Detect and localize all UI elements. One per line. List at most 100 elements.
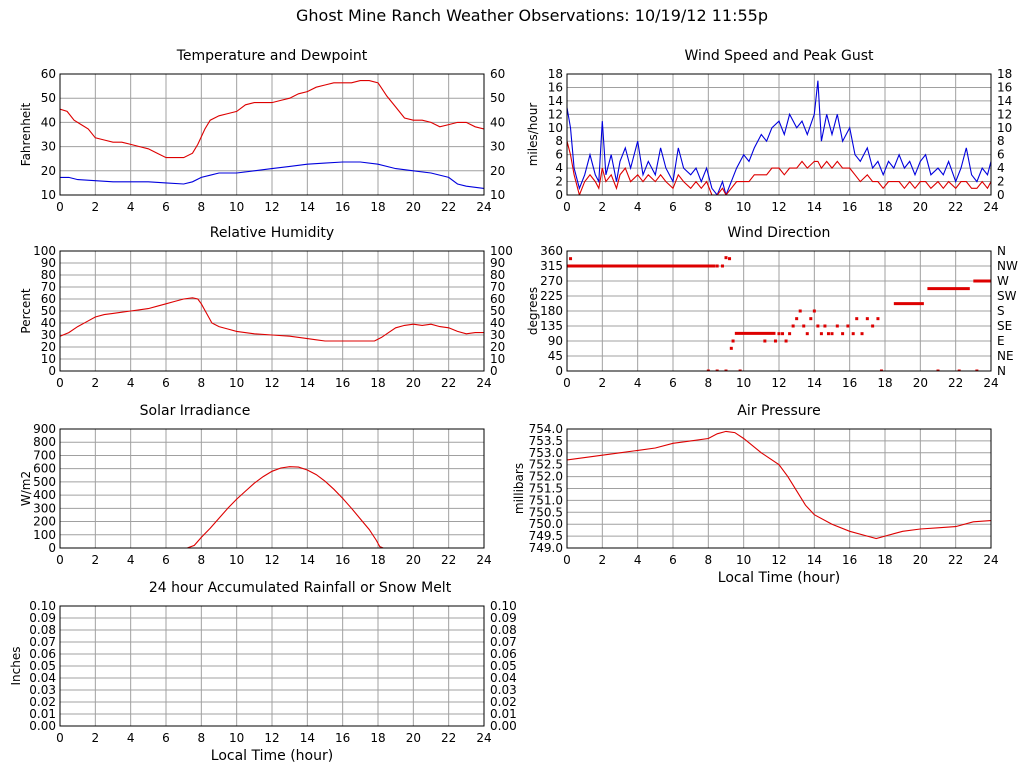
- y-tick-label: 0.07: [29, 635, 56, 649]
- y-tick-label: 360: [540, 244, 563, 258]
- x-tick-label: 10: [736, 376, 751, 390]
- x-tick-label: 16: [335, 200, 350, 214]
- direction-point: [851, 332, 855, 336]
- x-tick-label: 14: [807, 200, 822, 214]
- y-tick-label: 0.04: [29, 671, 56, 685]
- y-axis-label: Fahrenheit: [19, 102, 33, 166]
- y-tick-label-right: 20: [490, 164, 505, 178]
- x-tick-label: 4: [634, 553, 642, 567]
- y-axis-label: W/m2: [19, 471, 33, 506]
- y-tick-label: 20: [41, 164, 56, 178]
- x-tick-label: 0: [56, 731, 64, 745]
- y-tick-label: 900: [33, 422, 56, 436]
- x-tick-label: 12: [264, 731, 279, 745]
- direction-point: [715, 264, 719, 268]
- x-tick-label: 10: [736, 553, 751, 567]
- y-tick-label: 50: [41, 91, 56, 105]
- direction-point: [809, 317, 813, 321]
- y-tick-label-right: 90: [490, 256, 505, 270]
- direction-point: [784, 339, 788, 343]
- direction-point: [816, 324, 820, 328]
- x-tick-label: 0: [563, 376, 571, 390]
- y-tick-label: 0: [48, 364, 56, 378]
- x-tick-label: 8: [198, 553, 206, 567]
- x-tick-label: 10: [229, 731, 244, 745]
- y-tick-label: 50: [41, 304, 56, 318]
- x-tick-label: 10: [229, 553, 244, 567]
- direction-point: [738, 369, 742, 371]
- x-tick-label: 2: [599, 200, 607, 214]
- y-tick-label: 270: [540, 274, 563, 288]
- direction-point: [798, 309, 802, 313]
- y-tick-label-right: 16: [997, 80, 1012, 94]
- x-tick-label: 0: [56, 553, 64, 567]
- y-axis-label: Inches: [9, 647, 23, 686]
- x-tick-label: 6: [162, 553, 170, 567]
- y-tick-label-right: 18: [997, 67, 1012, 81]
- series-0: [60, 466, 484, 548]
- direction-point: [957, 369, 961, 371]
- series-line: [567, 430, 991, 540]
- x-tick-label: 16: [842, 200, 857, 214]
- x-tick-label: 4: [127, 376, 135, 390]
- direction-point: [724, 369, 728, 371]
- y-tick-label-right: 10: [490, 352, 505, 366]
- direction-point: [731, 339, 735, 343]
- y-tick-label-right: 40: [490, 316, 505, 330]
- x-tick-label: 0: [56, 200, 64, 214]
- y-tick-label: 20: [41, 340, 56, 354]
- plot-frame: [59, 428, 485, 549]
- y-tick-label: 0.06: [29, 647, 56, 661]
- y-tick-label: 315: [540, 259, 563, 273]
- direction-point: [819, 332, 823, 336]
- y-tick-label: 70: [41, 280, 56, 294]
- y-tick-label: 751.5: [529, 482, 563, 496]
- y-tick-label: 0.02: [29, 695, 56, 709]
- series-1: [567, 141, 991, 195]
- y-tick-label-right: 0: [997, 188, 1005, 202]
- y-tick-label-right: N: [997, 244, 1006, 258]
- direction-point: [871, 324, 875, 328]
- direction-point: [569, 257, 573, 261]
- y-tick-label-right: 0.01: [490, 707, 517, 721]
- direction-point: [795, 317, 799, 321]
- x-tick-label: 0: [563, 200, 571, 214]
- x-tick-label: 16: [335, 376, 350, 390]
- x-tick-label: 4: [127, 200, 135, 214]
- x-tick-label: 4: [127, 731, 135, 745]
- x-tick-label: 2: [92, 376, 100, 390]
- x-tick-label: 22: [441, 553, 456, 567]
- direction-point: [860, 332, 864, 336]
- x-tick-label: 16: [842, 376, 857, 390]
- y-tick-label-right: 0.02: [490, 695, 517, 709]
- x-tick-label: 8: [705, 200, 713, 214]
- y-tick-label-right: 30: [490, 328, 505, 342]
- x-tick-label: 8: [198, 731, 206, 745]
- y-tick-label-right: 0.07: [490, 635, 517, 649]
- x-tick-label: 6: [669, 376, 677, 390]
- y-tick-label: 800: [33, 435, 56, 449]
- direction-point: [865, 317, 869, 321]
- plot-frame: [59, 73, 485, 196]
- x-tick-label: 14: [300, 731, 315, 745]
- x-tick-label: 6: [669, 553, 677, 567]
- x-tick-label: 18: [370, 376, 385, 390]
- x-tick-label: 24: [476, 376, 491, 390]
- y-tick-label: 4: [555, 161, 563, 175]
- y-tick-label-right: 0.09: [490, 611, 517, 625]
- series-line: [60, 466, 484, 548]
- x-tick-label: 4: [127, 553, 135, 567]
- x-tick-label: 12: [771, 200, 786, 214]
- x-tick-label: 18: [370, 553, 385, 567]
- y-tick-label: 10: [41, 352, 56, 366]
- x-tick-label: 6: [162, 200, 170, 214]
- x-tick-label: 20: [406, 376, 421, 390]
- y-tick-label-right: SW: [997, 289, 1017, 303]
- x-tick-label: 0: [56, 376, 64, 390]
- y-tick-label: 10: [41, 188, 56, 202]
- direction-point: [975, 369, 979, 371]
- y-tick-label: 752.5: [529, 458, 563, 472]
- y-tick-label: 751.0: [529, 493, 563, 507]
- x-tick-label: 24: [983, 376, 998, 390]
- chart-2: Relative Humidity01020304050607080901000…: [19, 225, 513, 390]
